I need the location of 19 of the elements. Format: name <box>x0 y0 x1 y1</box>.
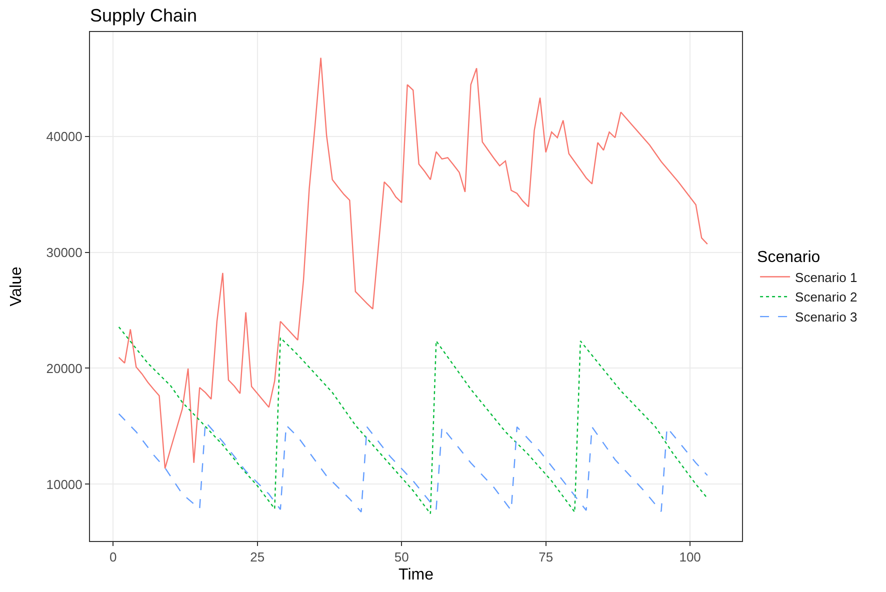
line-series <box>118 413 708 513</box>
y-tick-label: 20000 <box>46 360 82 376</box>
legend-label: Scenario 1 <box>795 270 858 285</box>
legend-title: Scenario <box>757 248 820 266</box>
y-tick-label: 10000 <box>46 476 82 492</box>
x-tick-label: 25 <box>250 550 265 565</box>
x-tick-label: 100 <box>679 550 701 565</box>
legend-label: Scenario 3 <box>795 310 858 325</box>
line-series <box>118 57 708 470</box>
x-tick-label: 50 <box>394 550 409 565</box>
y-tick-label: 30000 <box>46 244 82 260</box>
legend-label: Scenario 2 <box>795 290 858 305</box>
x-tick-label: 75 <box>538 550 554 565</box>
line-series <box>118 326 708 514</box>
x-tick-label: 0 <box>109 550 117 565</box>
y-tick-label: 40000 <box>46 128 82 144</box>
y-axis-title: Value <box>8 266 26 306</box>
x-axis-title: Time <box>398 566 434 584</box>
chart-title: Supply Chain <box>90 5 198 26</box>
